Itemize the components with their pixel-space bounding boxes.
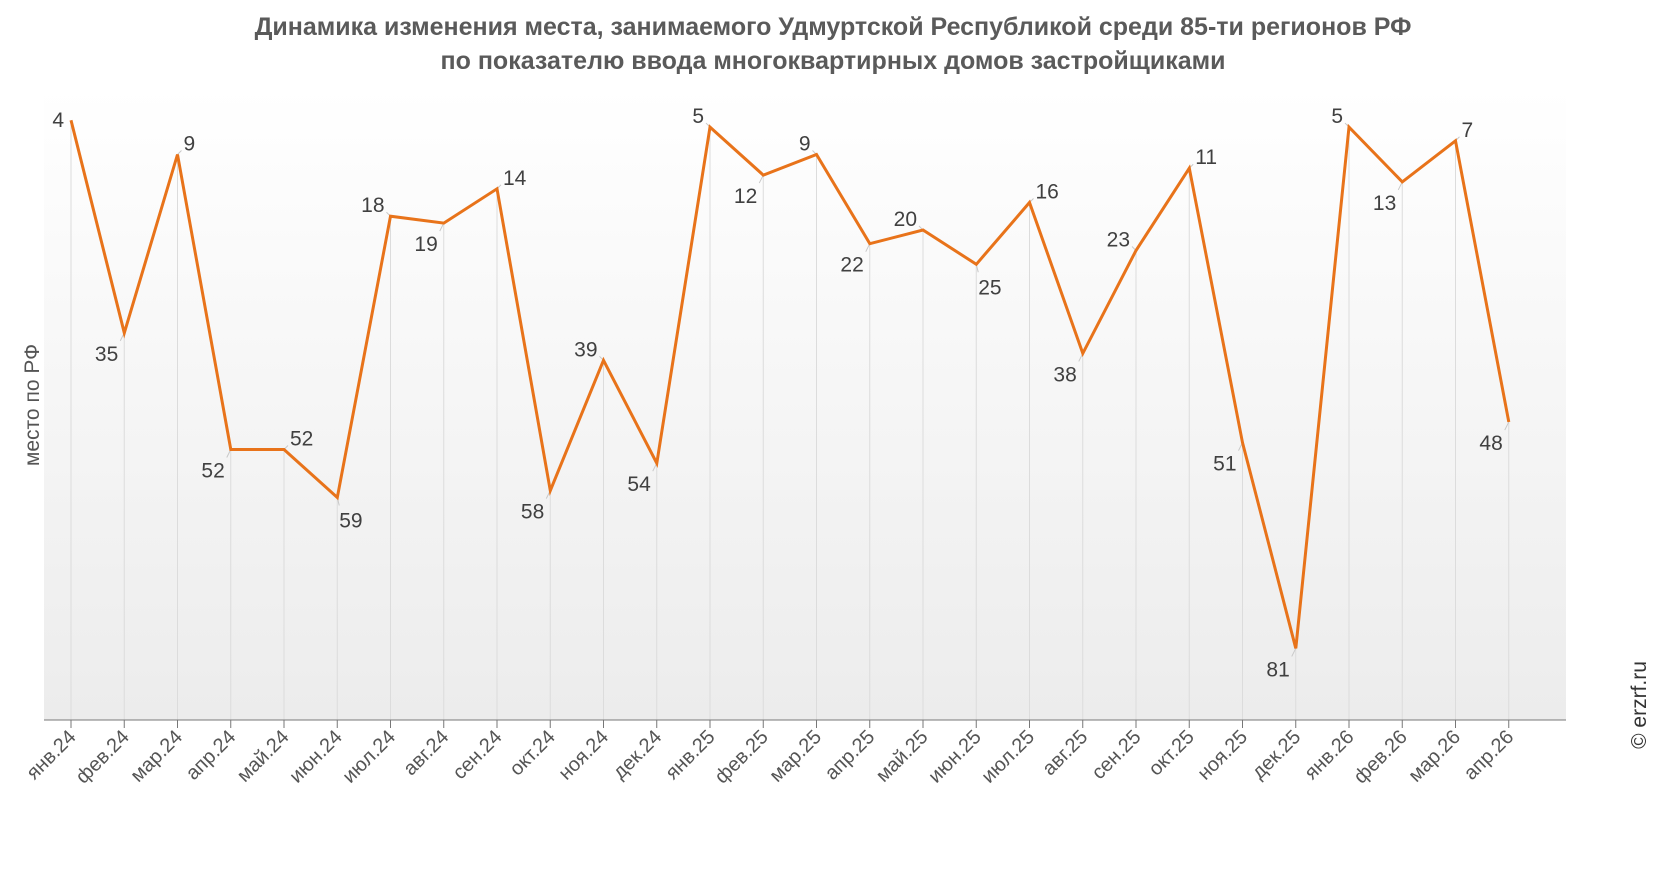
data-label: 20	[894, 208, 917, 231]
x-tick-label: мар.26	[1404, 726, 1465, 787]
data-label: 25	[978, 276, 1001, 299]
data-label: 35	[95, 343, 118, 366]
label-leaders	[119, 122, 1510, 657]
x-tick-label: мар.24	[126, 726, 187, 787]
data-label: 58	[521, 501, 544, 524]
data-label: 5	[1331, 105, 1343, 128]
x-tick-label: янв.24	[22, 726, 80, 784]
data-label: 38	[1053, 363, 1076, 386]
chart-title-line-1: Динамика изменения места, занимаемого Уд…	[254, 13, 1412, 41]
data-label: 16	[1036, 181, 1059, 204]
x-tick-label: авг.25	[1038, 726, 1092, 780]
data-label: 59	[339, 510, 362, 533]
series-line	[69, 119, 1511, 649]
plot-area	[44, 88, 1566, 720]
x-tick-label: май.24	[233, 726, 294, 787]
x-tick-label: дек.25	[1248, 726, 1306, 784]
x-tick-label: июл.24	[338, 726, 400, 788]
x-tick-label: окт.24	[505, 726, 559, 780]
x-tick-label: фев.26	[1350, 726, 1412, 788]
data-label: 39	[574, 338, 597, 361]
x-tick-label: май.25	[872, 726, 933, 787]
chart-title-line-2: по показателю ввода многоквартирных домо…	[440, 47, 1226, 75]
x-tick-label: июн.24	[285, 726, 347, 788]
x-tick-label: янв.26	[1300, 726, 1358, 784]
label-leader	[1291, 648, 1297, 657]
x-tick-label: июн.25	[924, 726, 986, 788]
x-tick-label: сен.24	[449, 726, 507, 784]
x-tick-label: дек.24	[609, 726, 667, 784]
x-tick-label: ноя.24	[554, 726, 613, 785]
x-tick-labels: янв.24фев.24мар.24апр.24май.24июн.24июл.…	[22, 726, 1518, 788]
x-tick-label: авг.24	[399, 726, 453, 780]
x-tick-label: июл.25	[977, 726, 1039, 788]
data-label: 9	[799, 133, 811, 156]
label-leader	[1504, 421, 1510, 431]
x-tick-label: сен.25	[1088, 726, 1146, 784]
x-tick-label: мар.25	[765, 726, 826, 787]
x-tick-label: апр.24	[182, 726, 241, 785]
x-axis-ticks	[70, 720, 1510, 728]
data-label: 12	[734, 185, 757, 208]
copyright-credit: © erzrf.ru	[1628, 661, 1651, 749]
data-label: 7	[1462, 119, 1474, 142]
x-tick-label: ноя.25	[1193, 726, 1252, 785]
x-tick-label: окт.25	[1144, 726, 1198, 780]
label-leader	[177, 150, 182, 155]
data-label: 18	[361, 194, 384, 217]
data-label: 48	[1479, 432, 1502, 455]
data-label: 11	[1195, 146, 1217, 169]
data-label: 19	[414, 233, 437, 256]
data-label: 52	[201, 459, 224, 482]
x-tick-label: фев.25	[711, 726, 773, 788]
x-tick-label: апр.25	[821, 726, 880, 785]
data-label: 5	[692, 105, 704, 128]
y-axis-label: место по РФ	[21, 343, 44, 467]
data-label: 4	[52, 109, 64, 132]
data-label: 14	[503, 167, 527, 190]
data-label: 13	[1373, 192, 1396, 215]
x-tick-label: фев.24	[72, 726, 134, 788]
data-label: 51	[1213, 453, 1236, 476]
x-tick-label: апр.26	[1460, 726, 1519, 785]
vertical-gridlines	[70, 120, 1510, 720]
x-tick-label: янв.25	[661, 726, 719, 784]
data-labels: 4 35 9 52 52 59 18 19 14 58 39 54 5 12 9 22 20 25 16 38 23 11…	[52, 105, 1502, 681]
data-label: 52	[290, 427, 313, 450]
data-label: 22	[840, 254, 863, 277]
data-label: 81	[1266, 658, 1289, 681]
chart-title: Динамика изменения места, занимаемого Уд…	[0, 10, 1666, 78]
data-label: 23	[1107, 229, 1130, 252]
data-label: 54	[627, 473, 651, 496]
data-label: 9	[184, 133, 196, 156]
